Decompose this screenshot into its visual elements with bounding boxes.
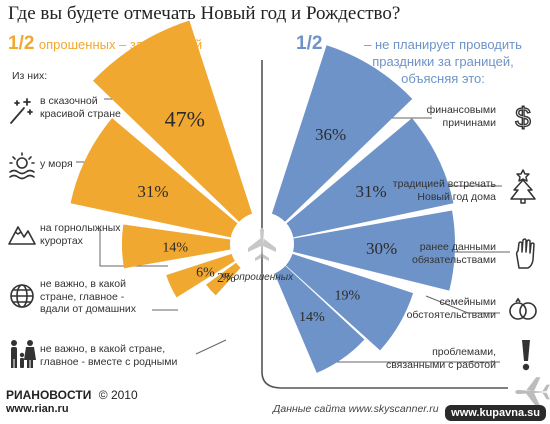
- right-label-work: проблемами, связанными с работой: [386, 346, 496, 371]
- right-label-work-line-2: связанными с работой: [385, 358, 496, 371]
- right-bars: [271, 45, 455, 373]
- left-bar-3: [121, 224, 231, 269]
- right-value-label-3: 30%: [366, 239, 397, 258]
- right-value-label-4: 19%: [334, 288, 360, 303]
- right-caption-line-1: – не планирует проводить: [364, 37, 522, 52]
- left-label-family-line-1: не важно, в какой стране,: [40, 343, 166, 355]
- right-value-label-1: 36%: [315, 125, 346, 144]
- left-label-family-line-2: главное - вместе с родными: [40, 355, 178, 368]
- right-label-work-line-1: проблемами,: [432, 346, 496, 358]
- right-caption-line-2: праздники за границей,: [372, 54, 514, 69]
- airplane-landing-icon: [515, 377, 550, 407]
- left-bar-5: [206, 262, 241, 296]
- left-bar-1: [92, 20, 253, 222]
- rings-icon: [506, 296, 540, 322]
- right-label-family: семейными обстоятельствами: [407, 296, 496, 321]
- right-caption: – не планирует проводить праздники за гр…: [338, 36, 548, 87]
- center-unit-label: % опрошенных: [222, 272, 294, 283]
- right-fraction: 1/2: [296, 33, 323, 54]
- left-label-sea: у моря: [40, 158, 73, 171]
- left-label-fairytale-line-1: в сказочной: [40, 95, 98, 107]
- right-caption-line-3: объясняя это:: [401, 71, 485, 86]
- right-label-finance-line-2: причинами: [442, 116, 496, 129]
- right-label-finance-line-1: финансовыми: [426, 104, 496, 116]
- left-label-family: не важно, в какой стране, главное - вмес…: [40, 343, 177, 368]
- right-label-family-line-1: семейными: [439, 296, 496, 308]
- data-source: Данные сайта www.skyscanner.ru: [273, 403, 439, 415]
- raised-hand-icon: [512, 238, 538, 270]
- family-icon: [6, 338, 38, 370]
- left-label-away: не важно, в какой стране, главное - вдал…: [40, 278, 136, 316]
- left-value-label-4: 6%: [196, 265, 215, 280]
- left-bar-2: [70, 118, 238, 238]
- airplane-icon: [248, 228, 276, 261]
- globe-icon: [8, 282, 36, 310]
- watermark: www.kupavna.su: [445, 405, 546, 421]
- left-bars: [70, 20, 253, 298]
- sun-over-sea-icon: [8, 152, 36, 182]
- right-value-label-5: 14%: [299, 310, 325, 325]
- of-them-label: Из них:: [12, 70, 48, 82]
- magic-wand-icon: [8, 96, 36, 126]
- right-label-finance: финансовыми причинами: [427, 104, 496, 129]
- right-label-tradition-line-2: Новый год дома: [417, 190, 496, 203]
- left-label-sea-line-1: у моря: [40, 158, 73, 170]
- ria-logo: РИАНОВОСТИ © 2010: [6, 386, 138, 404]
- right-bar-1: [271, 45, 413, 222]
- left-value-label-1: 47%: [165, 106, 205, 131]
- copyright-year: © 2010: [98, 388, 138, 402]
- left-label-fairytale-line-2: красивой стране: [40, 107, 121, 120]
- left-label-ski-line-1: на горнолыжных: [40, 222, 121, 234]
- left-label-away-line-1: не важно, в какой: [40, 278, 126, 290]
- right-label-tradition: традицией встречать Новый год дома: [393, 178, 496, 203]
- svg-text:$: $: [515, 102, 531, 132]
- right-label-obligations-line-1: ранее данными: [419, 241, 496, 253]
- chart-axis-line: [261, 60, 508, 389]
- left-label-away-line-3: вдали от домашних: [40, 303, 137, 315]
- page-title: Где вы будете отмечать Новый год и Рожде…: [8, 3, 401, 24]
- mountains-icon: [8, 220, 36, 246]
- dollar-icon: $: [510, 102, 536, 132]
- left-bar-4: [166, 253, 235, 298]
- right-bar-5: [274, 265, 365, 373]
- right-label-obligations-line-2: обязательствами: [412, 253, 496, 266]
- right-bar-2: [286, 118, 454, 238]
- ria-site-link[interactable]: www.rian.ru: [6, 403, 69, 415]
- ria-logo-text: РИАНОВОСТИ: [6, 388, 92, 402]
- right-label-obligations: ранее данными обязательствами: [412, 241, 496, 266]
- left-label-fairytale: в сказочной красивой стране: [40, 95, 121, 120]
- exclamation-icon: [516, 338, 536, 372]
- left-label-ski-line-2: курортах: [40, 234, 83, 247]
- left-value-label-5: 2%: [217, 271, 236, 286]
- left-label-ski: на горнолыжных курортах: [40, 222, 121, 247]
- right-label-tradition-line-1: традицией встречать: [392, 178, 496, 190]
- left-value-label-3: 14%: [162, 241, 188, 256]
- right-bar-3: [293, 210, 455, 291]
- right-value-label-2: 31%: [355, 182, 386, 201]
- right-bar-4: [285, 253, 414, 351]
- right-label-family-line-2: обстоятельствами: [406, 308, 496, 321]
- left-value-label-2: 31%: [137, 182, 168, 201]
- value-labels: 47% 31% 14% 6% 2% 36% 31% 30% 19% 14%: [137, 106, 397, 325]
- left-fraction: 1/2: [8, 33, 35, 54]
- left-label-away-line-2: стране, главное -: [40, 290, 125, 303]
- christmas-tree-icon: [508, 168, 538, 204]
